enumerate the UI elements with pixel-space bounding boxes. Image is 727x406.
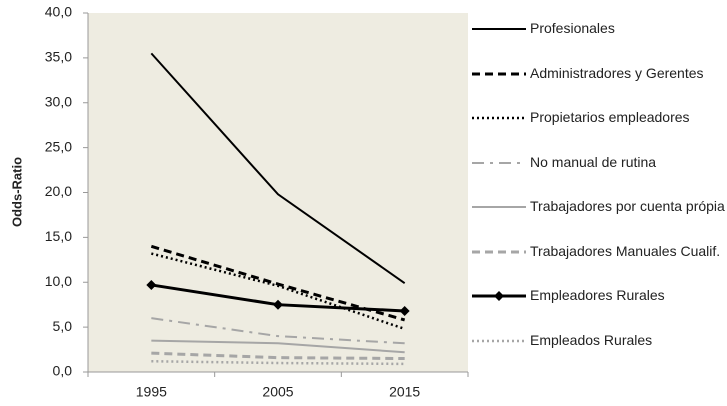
x-tick-label: 2015 xyxy=(389,384,420,400)
diamond-marker xyxy=(273,299,283,310)
legend-label: Administradores y Gerentes xyxy=(530,64,704,81)
y-tick-label: 40,0 xyxy=(45,4,72,20)
series-line xyxy=(151,351,405,361)
legend-label: Profesionales xyxy=(530,20,615,36)
legend-entry: Trabajadores Manuales Cualif. xyxy=(470,241,725,262)
diamond-marker xyxy=(399,305,410,316)
legend-label: No manual de rutina xyxy=(530,153,657,170)
series-line xyxy=(151,252,406,331)
series-line xyxy=(150,244,406,322)
legend-entry: No manual de rutina xyxy=(470,152,725,173)
legend-label: Trabajadores por cuenta própia xyxy=(530,198,725,214)
legend-swatch xyxy=(472,291,526,301)
legend-entry: Profesionales xyxy=(470,18,725,39)
diamond-marker xyxy=(146,279,157,290)
series-line xyxy=(151,359,405,366)
y-axis-label: Odds-Ratio xyxy=(9,157,24,227)
legend-swatch xyxy=(472,28,526,30)
legend-swatch xyxy=(472,72,526,75)
legend-entry: Propietarios empleadores xyxy=(470,107,725,128)
legend-entry: Trabajadores por cuenta própia xyxy=(470,196,725,217)
y-tick-label: 15,0 xyxy=(45,228,72,244)
legend-entry: Empleados Rurales xyxy=(470,330,725,351)
legend-entry: Empleadores Rurales xyxy=(470,285,725,306)
legend-label: Empleadores Rurales xyxy=(530,287,665,303)
legend-entry: Administradores y Gerentes xyxy=(470,63,725,84)
y-tick-label: 5,0 xyxy=(53,318,73,334)
y-tick-label: 20,0 xyxy=(45,183,72,199)
plot-area xyxy=(88,13,468,372)
legend-label: Empleados Rurales xyxy=(530,331,653,348)
legend-swatch xyxy=(472,206,526,208)
y-tick-label: 10,0 xyxy=(45,273,72,289)
legend-label: Propietarios empleadores xyxy=(530,109,690,125)
legend-label: Trabajadores Manuales Cualif. xyxy=(530,242,721,259)
x-tick-label: 1995 xyxy=(136,384,167,400)
series-line xyxy=(151,339,405,354)
y-tick-label: 25,0 xyxy=(45,138,72,154)
series-line xyxy=(150,52,406,284)
legend-marker xyxy=(494,291,504,301)
y-tick-label: 30,0 xyxy=(45,93,72,109)
x-tick-label: 2005 xyxy=(262,384,293,400)
legend-swatch xyxy=(472,250,526,253)
legend-swatch xyxy=(472,161,526,164)
y-tick-label: 0,0 xyxy=(53,363,73,379)
series-line xyxy=(151,317,405,345)
legend-swatch xyxy=(472,116,526,120)
y-tick-label: 35,0 xyxy=(45,49,72,65)
legend-swatch xyxy=(472,339,526,342)
